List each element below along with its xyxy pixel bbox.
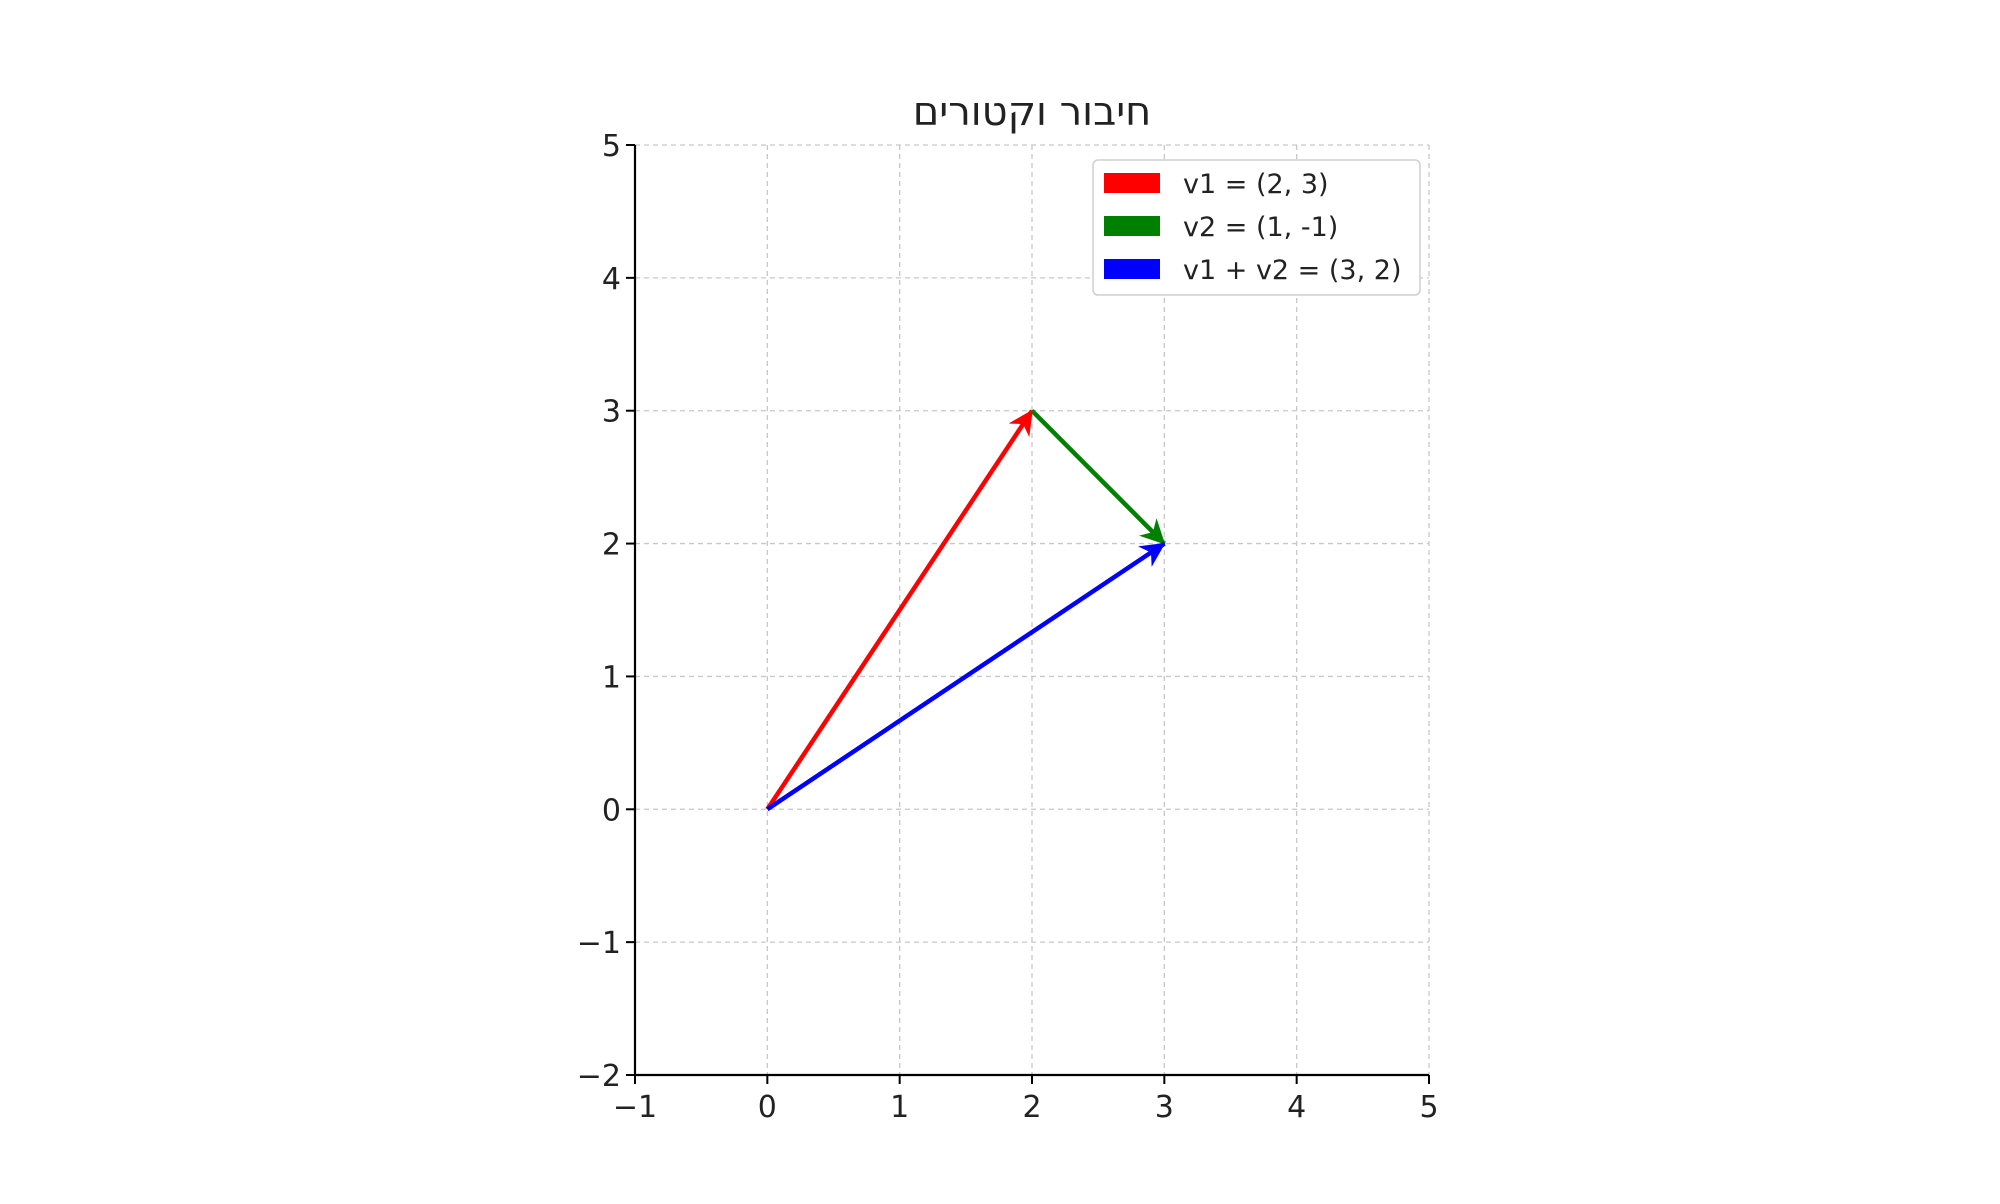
chart-title: חיבור וקטורים [913,89,1152,135]
x-tick-label: 2 [1022,1090,1041,1125]
legend-swatch-3 [1104,259,1160,279]
vector-1 [765,409,1034,811]
y-tick-label: 4 [602,262,621,297]
legend-label-2: v2 = (1, -1) [1183,212,1338,243]
legend-label-1: v1 = (2, 3) [1183,169,1329,200]
legend: v1 = (2, 3) v2 = (1, -1) v1 + v2 = (3, 2) [1092,159,1421,296]
x-tick-label: −1 [613,1090,657,1125]
y-tick-label: 3 [602,395,621,430]
legend-swatch-2 [1104,216,1160,236]
x-tick-label: 3 [1155,1090,1174,1125]
x-tick-label: 1 [890,1090,909,1125]
x-tick-label: 4 [1287,1090,1306,1125]
y-tick-label: 2 [602,528,621,563]
x-tick-label: 5 [1419,1090,1438,1125]
vector-2 [1030,409,1166,546]
x-tick-label: 0 [758,1090,777,1125]
legend-box [1092,159,1421,296]
y-tick-label: 0 [602,793,621,828]
y-tick-label: 1 [602,660,621,695]
vectors-layer [765,409,1166,812]
legend-label-3: v1 + v2 = (3, 2) [1183,255,1401,286]
y-tick-label: −2 [577,1059,621,1094]
vector-3 [766,541,1166,812]
y-tick-label: −1 [577,926,621,961]
legend-swatch-1 [1104,173,1160,193]
y-tick-label: 5 [602,129,621,164]
